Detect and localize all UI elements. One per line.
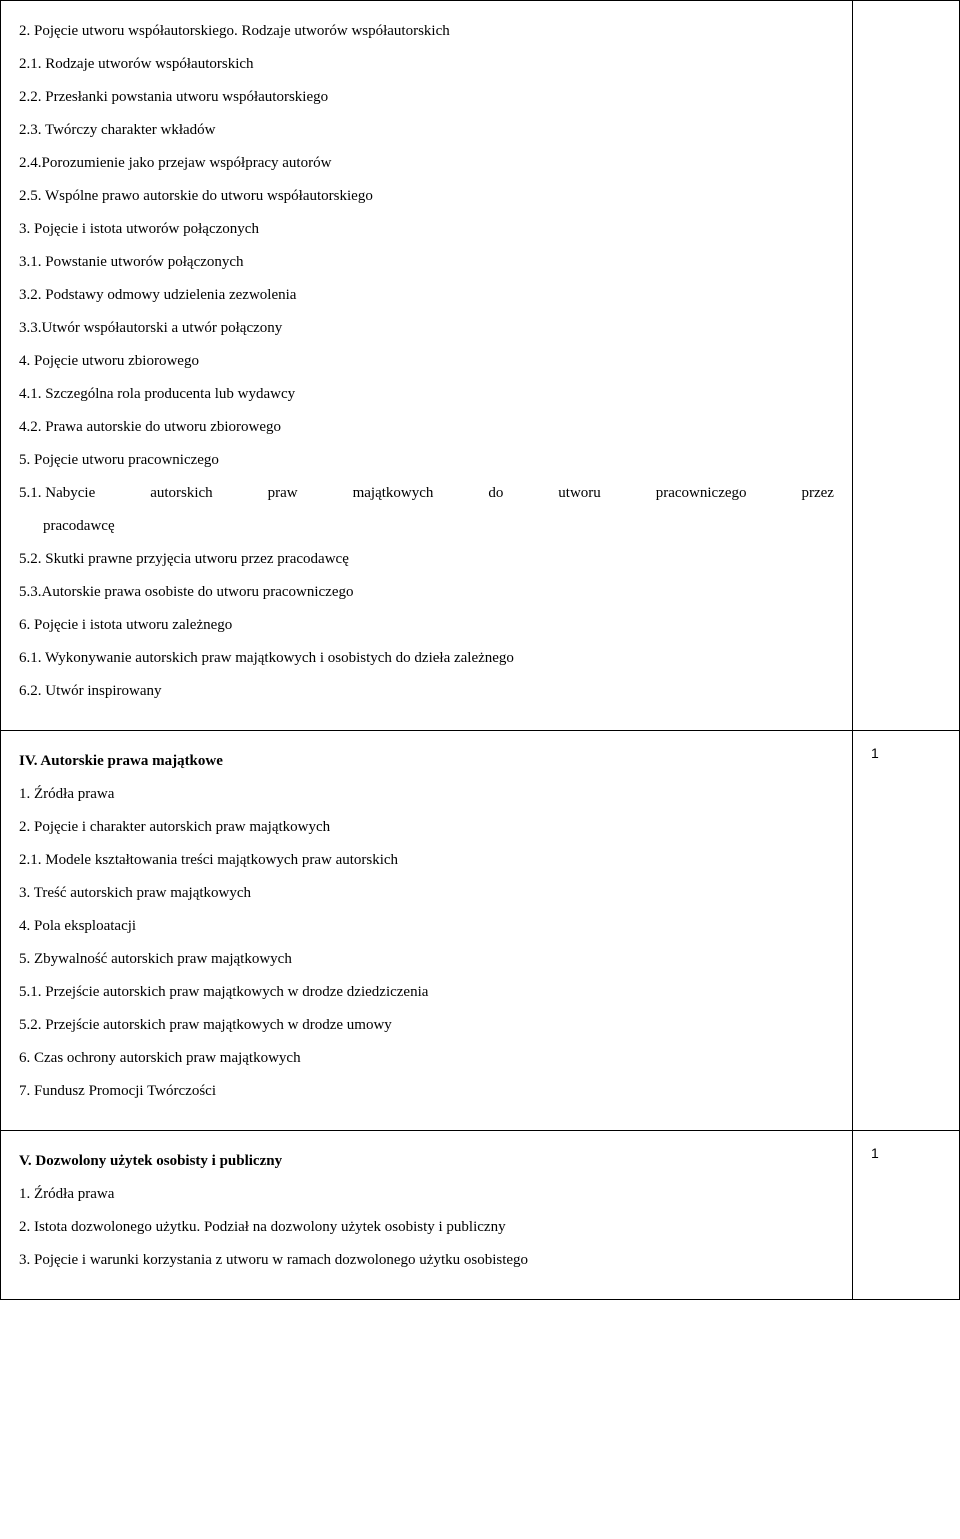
- text-line: 6. Pojęcie i istota utworu zależnego: [19, 609, 834, 642]
- text-line: 2. Pojęcie utworu współautorskiego. Rodz…: [19, 15, 834, 48]
- text-line: 5.2. Przejście autorskich praw majątkowy…: [19, 1009, 834, 1042]
- text-line: 4. Pola eksploatacji: [19, 910, 834, 943]
- text-line: 3. Pojęcie i warunki korzystania z utwor…: [19, 1244, 834, 1277]
- section-heading: V. Dozwolony użytek osobisty i publiczny: [19, 1145, 834, 1178]
- jw: przez: [802, 477, 834, 510]
- text-line: 6.1. Wykonywanie autorskich praw majątko…: [19, 642, 834, 675]
- justified-line: 5.1. Nabycie autorskich praw majątkowych…: [19, 477, 834, 510]
- jw: pracowniczego: [656, 477, 747, 510]
- section-heading: IV. Autorskie prawa majątkowe: [19, 745, 834, 778]
- text-line: 2.3. Twórczy charakter wkładów: [19, 114, 834, 147]
- text-line: 1. Źródła prawa: [19, 1178, 834, 1211]
- row3-main: V. Dozwolony użytek osobisty i publiczny…: [1, 1131, 853, 1300]
- row1-right: [853, 1, 960, 731]
- text-line: 1. Źródła prawa: [19, 778, 834, 811]
- text-line: 5.2. Skutki prawne przyjęcia utworu prze…: [19, 543, 834, 576]
- text-line: 3.2. Podstawy odmowy udzielenia zezwolen…: [19, 279, 834, 312]
- text-line: 2. Pojęcie i charakter autorskich praw m…: [19, 811, 834, 844]
- jw: majątkowych: [353, 477, 434, 510]
- text-line: 4. Pojęcie utworu zbiorowego: [19, 345, 834, 378]
- text-line: 2.2. Przesłanki powstania utworu współau…: [19, 81, 834, 114]
- jw: autorskich: [150, 477, 212, 510]
- jw: utworu: [558, 477, 601, 510]
- row1-main: 2. Pojęcie utworu współautorskiego. Rodz…: [1, 1, 853, 731]
- row3-right: 1: [853, 1131, 960, 1300]
- text-line: 5.1. Przejście autorskich praw majątkowy…: [19, 976, 834, 1009]
- text-line: 2.4.Porozumienie jako przejaw współpracy…: [19, 147, 834, 180]
- text-line: 2.1. Rodzaje utworów współautorskich: [19, 48, 834, 81]
- jw: 5.1. Nabycie: [19, 477, 95, 510]
- row2-main: IV. Autorskie prawa majątkowe 1. Źródła …: [1, 731, 853, 1131]
- text-line: 2.1. Modele kształtowania treści majątko…: [19, 844, 834, 877]
- text-line: 2. Istota dozwolonego użytku. Podział na…: [19, 1211, 834, 1244]
- text-line: 6.2. Utwór inspirowany: [19, 675, 834, 708]
- text-line: 3.3.Utwór współautorski a utwór połączon…: [19, 312, 834, 345]
- text-line: 3. Treść autorskich praw majątkowych: [19, 877, 834, 910]
- text-line: 6. Czas ochrony autorskich praw majątkow…: [19, 1042, 834, 1075]
- text-line: 3.1. Powstanie utworów połączonych: [19, 246, 834, 279]
- text-line: 5.3.Autorskie prawa osobiste do utworu p…: [19, 576, 834, 609]
- text-line: 7. Fundusz Promocji Twórczości: [19, 1075, 834, 1108]
- text-line: 4.2. Prawa autorskie do utworu zbioroweg…: [19, 411, 834, 444]
- content-table: 2. Pojęcie utworu współautorskiego. Rodz…: [0, 0, 960, 1300]
- indented-line: pracodawcę: [19, 510, 834, 543]
- text-line: 3. Pojęcie i istota utworów połączonych: [19, 213, 834, 246]
- jw: praw: [268, 477, 298, 510]
- text-line: 2.5. Wspólne prawo autorskie do utworu w…: [19, 180, 834, 213]
- text-line: 5. Pojęcie utworu pracowniczego: [19, 444, 834, 477]
- row2-right: 1: [853, 731, 960, 1131]
- text-line: 4.1. Szczególna rola producenta lub wyda…: [19, 378, 834, 411]
- jw: do: [488, 477, 503, 510]
- text-line: 5. Zbywalność autorskich praw majątkowyc…: [19, 943, 834, 976]
